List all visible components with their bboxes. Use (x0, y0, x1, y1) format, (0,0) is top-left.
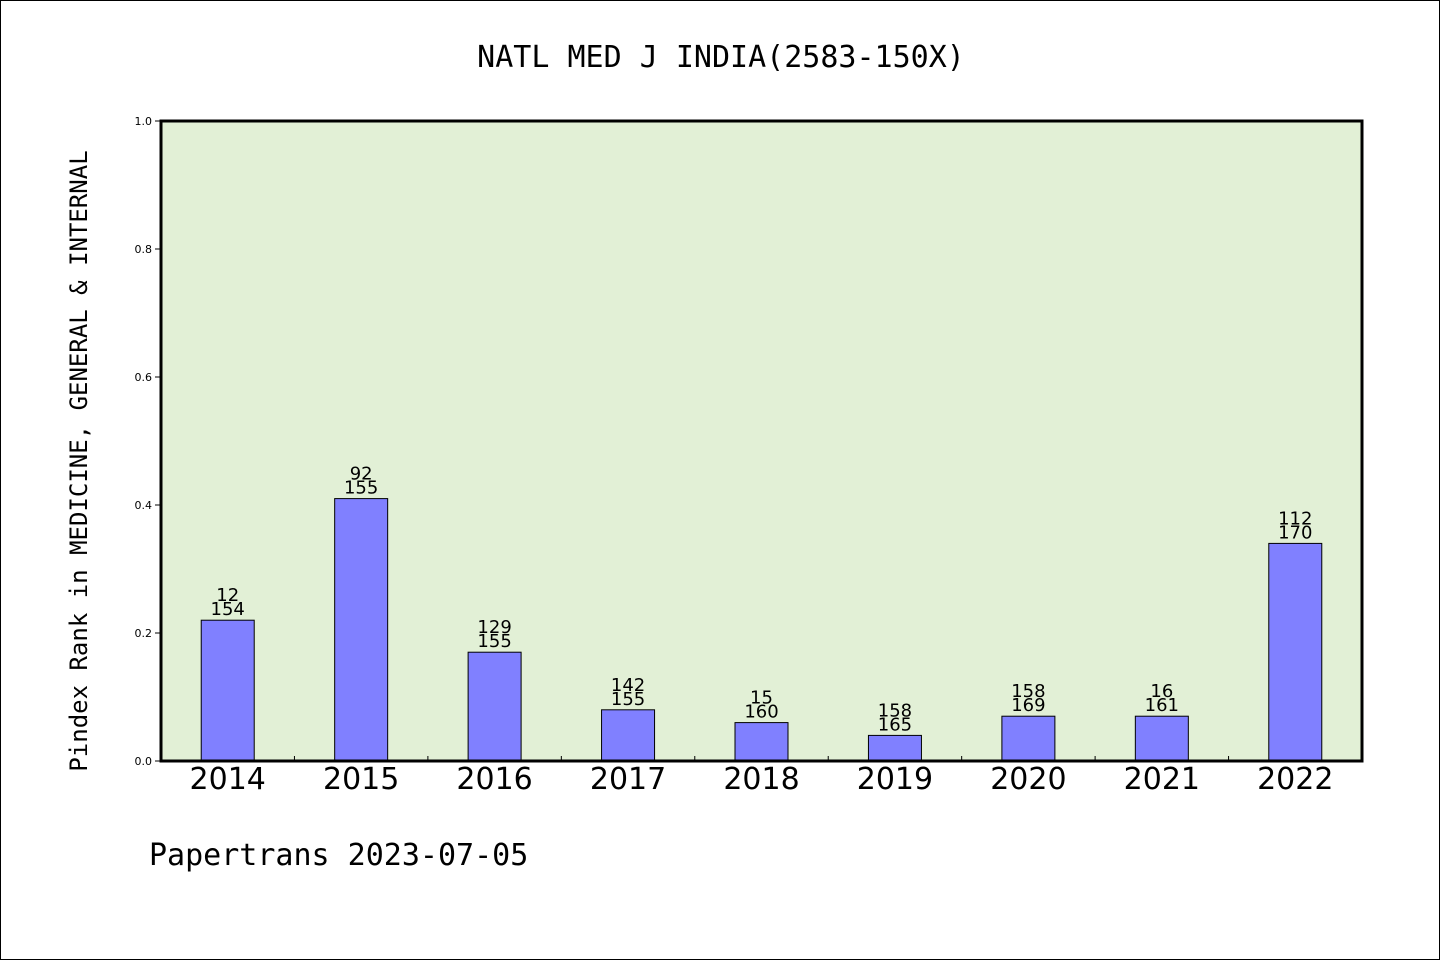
rank-label-2014: 12 (216, 585, 239, 606)
total-label-2014: 154 (211, 599, 245, 620)
bar-2018 (734, 722, 789, 762)
plot-border (159, 119, 1364, 763)
y-axis-label: Pindex Rank in MEDICINE, GENERAL & INTER… (65, 150, 93, 771)
bar-2017 (601, 709, 656, 762)
x-tick-label-2016: 2016 (456, 762, 532, 797)
bar-2022 (1268, 542, 1323, 762)
total-label-2020: 169 (1011, 695, 1045, 716)
bar-2020 (1001, 715, 1056, 762)
y-tick-label-0.2: 0.2 (135, 627, 153, 640)
bars-group (200, 498, 1323, 762)
x-tick-label-2014: 2014 (190, 762, 266, 797)
x-tick-label-2017: 2017 (590, 762, 666, 797)
total-label-2015: 155 (344, 478, 378, 499)
bar-2016 (467, 651, 522, 762)
rank-label-2018: 15 (750, 688, 773, 709)
y-tick-label-1.0: 1.0 (135, 115, 153, 128)
total-label-2017: 155 (611, 689, 645, 710)
rank-label-2020: 158 (1011, 681, 1045, 702)
x-tick-label-2020: 2020 (990, 762, 1066, 797)
rank-label-2019: 158 (878, 700, 912, 721)
y-tick-label-0.8: 0.8 (135, 243, 153, 256)
bar-2015 (334, 498, 389, 762)
total-label-2018: 160 (744, 702, 778, 723)
total-label-2016: 155 (477, 631, 511, 652)
y-tick-label-0.0: 0.0 (135, 755, 153, 768)
bar-2014 (200, 619, 255, 762)
total-label-2022: 170 (1278, 522, 1312, 543)
rank-label-2017: 142 (611, 675, 645, 696)
chart-title: NATL MED J INDIA(2583-150X) (477, 40, 965, 75)
x-tick-label-2019: 2019 (857, 762, 933, 797)
footer-credit: Papertrans 2023-07-05 (149, 838, 528, 873)
rank-label-2021: 16 (1150, 681, 1173, 702)
bar-2021 (1134, 715, 1189, 762)
x-tick-label-2022: 2022 (1257, 762, 1333, 797)
total-label-2021: 161 (1145, 695, 1179, 716)
rank-label-2015: 92 (350, 464, 373, 485)
rank-label-2022: 112 (1278, 508, 1312, 529)
total-label-2019: 165 (878, 714, 912, 735)
y-tick-label-0.4: 0.4 (135, 499, 153, 512)
x-tick-label-2015: 2015 (323, 762, 399, 797)
y-tick-label-0.6: 0.6 (135, 371, 153, 384)
x-tick-label-2018: 2018 (723, 762, 799, 797)
y-axis: 0.0 0.2 0.4 0.6 0.8 1.0 (135, 115, 161, 768)
x-tick-label-2021: 2021 (1124, 762, 1200, 797)
bar-2019 (867, 734, 922, 762)
x-axis: 2014 2015 2016 2017 2018 2019 2020 2021 2022 (190, 756, 1333, 797)
rank-label-2016: 129 (477, 617, 511, 638)
